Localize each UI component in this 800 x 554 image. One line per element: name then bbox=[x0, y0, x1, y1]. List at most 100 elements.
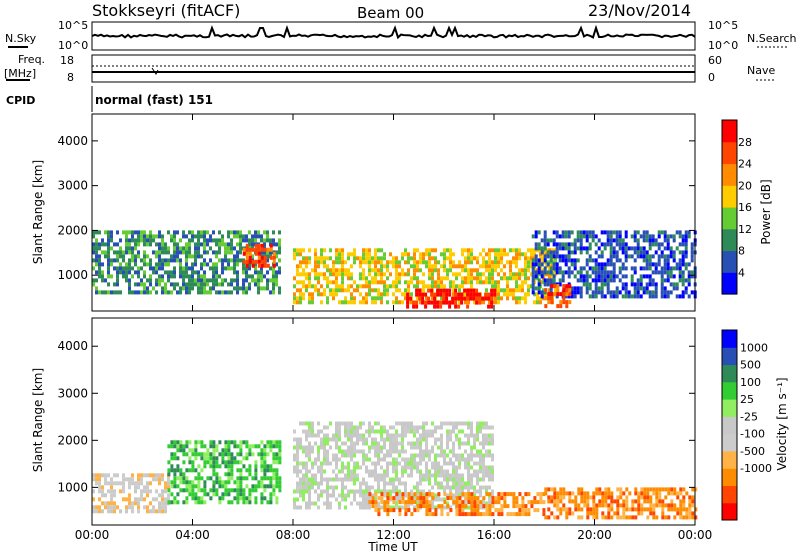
velocity-cell bbox=[658, 499, 662, 504]
velocity-cell bbox=[380, 500, 384, 505]
velocity-cell bbox=[589, 507, 593, 512]
power-cell bbox=[564, 242, 568, 247]
velocity-cell bbox=[320, 437, 323, 442]
power-cell bbox=[678, 278, 682, 283]
velocity-cell bbox=[242, 492, 246, 497]
velocity-cell bbox=[470, 481, 473, 486]
velocity-cell bbox=[263, 472, 267, 477]
power-cell bbox=[347, 300, 350, 305]
velocity-cell bbox=[356, 441, 359, 446]
velocity-cell bbox=[580, 491, 584, 496]
power-cell bbox=[116, 270, 119, 275]
power-cell bbox=[164, 282, 167, 287]
power-cell bbox=[449, 252, 452, 257]
power-cell bbox=[457, 296, 461, 301]
velocity-cell bbox=[455, 485, 458, 490]
power-colorbar-segment bbox=[722, 141, 737, 165]
power-cell bbox=[323, 256, 326, 261]
velocity-cell bbox=[272, 468, 276, 473]
power-cell bbox=[233, 270, 236, 275]
power-cell bbox=[424, 300, 428, 305]
velocity-cell bbox=[224, 440, 228, 445]
power-cell bbox=[359, 264, 362, 269]
power-cell bbox=[472, 296, 476, 301]
power-cell bbox=[344, 296, 347, 301]
power-cell bbox=[579, 242, 583, 247]
power-cell bbox=[457, 292, 461, 297]
power-cell bbox=[585, 278, 589, 283]
velocity-cell bbox=[521, 496, 525, 501]
power-cell bbox=[185, 262, 188, 267]
freq-tick-top: 18 bbox=[60, 54, 74, 67]
power-cell bbox=[666, 254, 670, 259]
velocity-cell bbox=[383, 485, 386, 490]
power-cell bbox=[518, 296, 521, 301]
power-cell bbox=[527, 276, 530, 281]
power-cell bbox=[176, 246, 179, 251]
power-cell bbox=[152, 238, 155, 243]
power-cell bbox=[254, 234, 257, 239]
velocity-cell bbox=[398, 508, 402, 513]
velocity-cell bbox=[155, 497, 158, 502]
velocity-cell bbox=[455, 465, 458, 470]
power-cell bbox=[392, 280, 395, 285]
velocity-cell bbox=[395, 473, 398, 478]
velocity-cell bbox=[407, 441, 410, 446]
power-cell bbox=[365, 280, 368, 285]
power-cell bbox=[460, 296, 464, 301]
velocity-cell bbox=[224, 448, 228, 453]
velocity-cell bbox=[308, 469, 311, 474]
power-cell bbox=[341, 284, 344, 289]
velocity-cell bbox=[251, 484, 255, 489]
power-colorbar-segment bbox=[722, 163, 737, 186]
power-cell bbox=[152, 234, 155, 239]
velocity-cell bbox=[404, 512, 408, 517]
power-cell bbox=[197, 290, 200, 295]
velocity-cell bbox=[464, 441, 467, 446]
velocity-cell bbox=[212, 440, 216, 445]
power-cell bbox=[245, 247, 249, 252]
velocity-cell bbox=[476, 504, 480, 509]
power-cell bbox=[116, 274, 119, 279]
power-cell bbox=[299, 272, 302, 277]
power-cell bbox=[254, 278, 257, 283]
power-cell bbox=[573, 238, 577, 243]
power-cell bbox=[542, 260, 545, 265]
power-cell bbox=[215, 274, 218, 279]
velocity-cell bbox=[583, 503, 587, 508]
power-cell bbox=[515, 272, 518, 277]
velocity-cell bbox=[410, 489, 413, 494]
power-cell bbox=[170, 258, 173, 263]
power-cell bbox=[353, 280, 356, 285]
power-colorbar-segment bbox=[722, 272, 737, 295]
power-cell bbox=[437, 272, 440, 277]
power-cell bbox=[131, 258, 134, 263]
velocity-cell bbox=[410, 473, 413, 478]
power-cell bbox=[479, 272, 482, 277]
velocity-cell bbox=[347, 421, 350, 426]
velocity-cell bbox=[278, 452, 282, 457]
power-cell bbox=[591, 266, 595, 271]
power-cell bbox=[636, 278, 640, 283]
power-cell bbox=[365, 276, 368, 281]
power-cell bbox=[263, 274, 266, 279]
velocity-cell bbox=[302, 421, 305, 426]
power-cell bbox=[143, 238, 146, 243]
velocity-cell bbox=[269, 484, 273, 489]
power-cell bbox=[485, 260, 488, 265]
velocity-cell bbox=[458, 429, 461, 434]
power-cell bbox=[122, 250, 125, 255]
velocity-cell bbox=[458, 496, 462, 501]
power-cell bbox=[418, 288, 422, 293]
velocity-cell bbox=[401, 429, 404, 434]
power-cell bbox=[562, 284, 566, 289]
power-cell bbox=[418, 292, 422, 297]
power-cell bbox=[579, 250, 583, 255]
velocity-cell bbox=[161, 489, 164, 494]
velocity-cell bbox=[359, 501, 362, 506]
velocity-cell bbox=[356, 433, 359, 438]
power-cell bbox=[218, 246, 221, 251]
power-cell bbox=[475, 288, 479, 293]
velocity-cell bbox=[536, 492, 540, 497]
velocity-cell bbox=[470, 492, 474, 497]
